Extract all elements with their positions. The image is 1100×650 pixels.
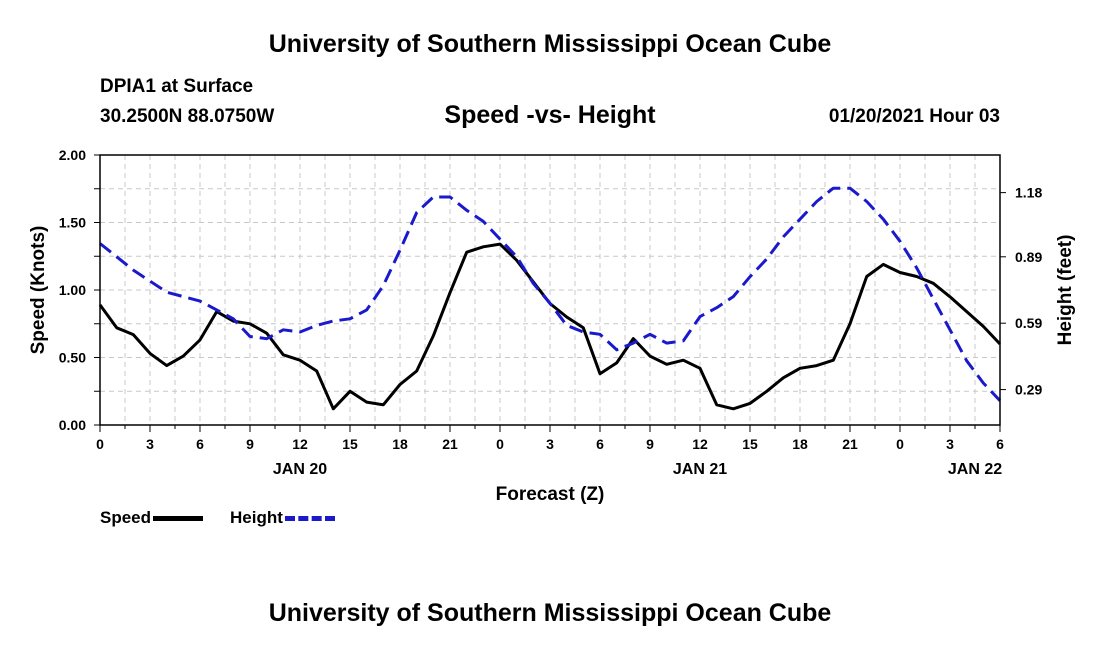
x-axis-title: Forecast (Z) [496,484,605,505]
axis-labels: 0.29 0.59 0.89 1.18 0 3 6 9 12 15 18 21 0 3 6 9 12 15 18 21… [59,147,1043,478]
x-tick-label: 12 [692,436,708,452]
x-tick-label: 6 [196,436,204,452]
station-name: DPIA1 at Surface [100,76,254,97]
y2-tick-label: 0.29 [1015,382,1042,398]
x-tick-label: 0 [896,436,904,452]
date-label: JAN 22 [948,461,1002,478]
x-tick-label: 6 [596,436,604,452]
date-label: JAN 21 [673,461,727,478]
legend-speed-swatch [153,516,204,522]
y-tick-label: 1.50 [59,215,86,231]
x-tick-label: 21 [842,436,858,452]
series-layer [98,186,1002,411]
bottom-title: University of Southern Mississippi Ocean… [268,599,832,627]
x-tick-label: 0 [496,436,504,452]
y2-tick-label: 0.89 [1015,249,1042,265]
y2-tick-label: 0.59 [1015,315,1042,331]
x-tick-label: 3 [546,436,554,452]
x-tick-label: 18 [792,436,808,452]
x-tick-label: 9 [246,436,254,452]
x-tick-label: 21 [442,436,458,452]
x-tick-label: 15 [342,436,358,452]
legend-speed: Speed [100,508,204,528]
x-tick-label: 6 [996,436,1004,452]
y-tick-label: 2.00 [59,147,86,163]
legend-height-swatch [284,516,335,522]
x-tick-label: 15 [742,436,758,452]
grid-lines [100,155,1000,425]
legend-height: Height [230,508,335,528]
axis-ticks [94,154,1006,432]
x-tick-label: 3 [146,436,154,452]
y-tick-label: 1.00 [59,282,86,298]
y-tick-label: 0.50 [59,350,86,366]
y2-axis-title: Height (feet) [1055,235,1076,346]
legend-speed-label: Speed [100,508,152,527]
run-time: 01/20/2021 Hour 03 [828,106,1000,127]
y-tick-label: 0.00 [59,417,86,433]
chart-title: Speed -vs- Height [444,101,656,129]
y2-tick-label: 1.18 [1015,185,1042,201]
x-tick-label: 0 [96,436,104,452]
date-label: JAN 20 [273,461,327,478]
x-tick-label: 3 [946,436,954,452]
height-series-line [99,186,1002,402]
top-title: University of Southern Mississippi Ocean… [268,30,832,58]
y-axis-title: Speed (Knots) [28,226,49,355]
x-tick-label: 18 [392,436,408,452]
x-tick-label: 9 [646,436,654,452]
legend-height-label: Height [230,508,283,527]
x-tick-label: 12 [292,436,308,452]
station-coordinates: 30.2500N 88.0750W [100,106,275,127]
